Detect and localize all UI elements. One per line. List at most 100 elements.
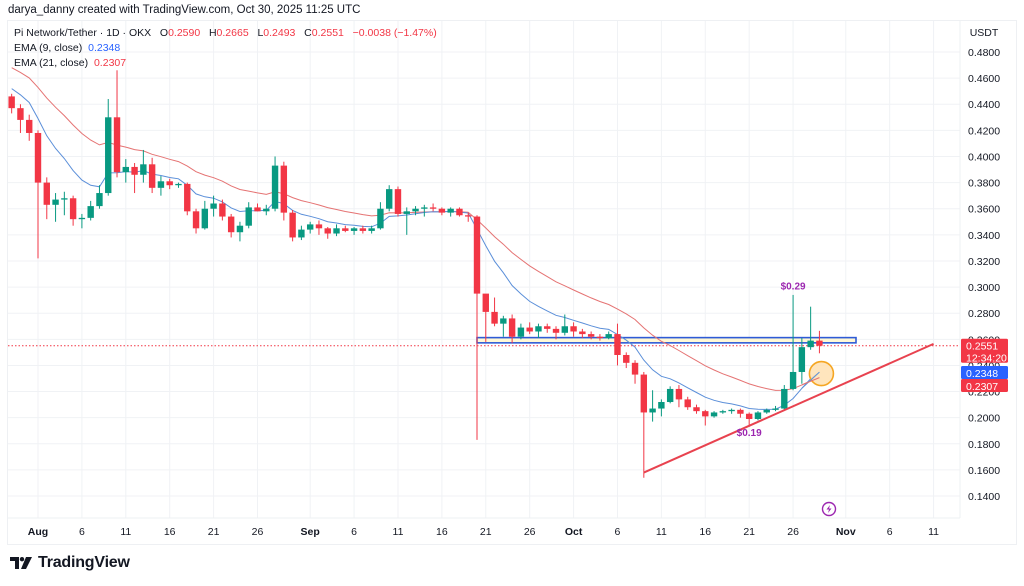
candle[interactable] bbox=[491, 297, 498, 327]
candle[interactable] bbox=[702, 409, 709, 426]
lightning-event-icon[interactable] bbox=[821, 501, 837, 517]
candle[interactable] bbox=[429, 203, 437, 212]
candle[interactable] bbox=[219, 199, 226, 221]
candle[interactable] bbox=[61, 191, 68, 216]
time-axis[interactable]: Aug 6 11 16 21 26 Sep 6 11 16 21 26 Oct 6 11 16 21 26 Nov 6… bbox=[28, 526, 939, 538]
candle[interactable] bbox=[675, 385, 683, 408]
candle[interactable] bbox=[184, 182, 191, 216]
candle[interactable] bbox=[561, 314, 568, 336]
support-zone[interactable] bbox=[476, 336, 857, 344]
candle[interactable] bbox=[315, 220, 323, 235]
candle[interactable] bbox=[535, 323, 542, 339]
candle[interactable] bbox=[781, 385, 788, 410]
candle[interactable] bbox=[403, 207, 410, 235]
candle[interactable] bbox=[210, 195, 217, 217]
candle[interactable] bbox=[394, 186, 402, 217]
candle[interactable] bbox=[605, 331, 612, 340]
candle[interactable] bbox=[658, 399, 665, 417]
price-axis[interactable]: USDT 0.4800 0.4600 0.4400 0.4200 0.4000 0.3800… bbox=[968, 27, 1000, 503]
candle[interactable] bbox=[350, 227, 358, 235]
candle[interactable] bbox=[140, 149, 147, 183]
candle[interactable] bbox=[473, 215, 481, 440]
candle[interactable] bbox=[377, 202, 384, 230]
candle[interactable] bbox=[614, 323, 621, 366]
candle[interactable] bbox=[640, 371, 648, 478]
candle[interactable] bbox=[148, 157, 156, 194]
candle[interactable] bbox=[438, 207, 446, 216]
candle[interactable] bbox=[772, 405, 779, 412]
candle[interactable] bbox=[500, 315, 507, 337]
candle[interactable] bbox=[465, 212, 472, 222]
chart-frame[interactable] bbox=[7, 20, 1017, 545]
highlight-circle[interactable] bbox=[808, 360, 835, 387]
candle[interactable] bbox=[227, 213, 235, 238]
candle[interactable] bbox=[631, 360, 639, 384]
candle[interactable] bbox=[43, 177, 50, 220]
candle[interactable] bbox=[816, 330, 823, 354]
candle[interactable] bbox=[175, 182, 182, 188]
candle[interactable] bbox=[157, 176, 165, 196]
candle[interactable] bbox=[526, 322, 533, 335]
candle[interactable] bbox=[236, 221, 244, 242]
candle[interactable] bbox=[745, 412, 753, 427]
candle[interactable] bbox=[8, 93, 15, 114]
candle[interactable] bbox=[289, 210, 296, 242]
candle[interactable] bbox=[693, 404, 700, 414]
candle[interactable] bbox=[587, 331, 595, 340]
candle[interactable] bbox=[623, 352, 630, 369]
candle[interactable] bbox=[798, 338, 806, 384]
candle[interactable] bbox=[271, 156, 279, 212]
candle[interactable] bbox=[579, 328, 586, 339]
candle[interactable] bbox=[754, 411, 762, 421]
legend-symbol-row[interactable]: Pi Network/Tether · 1D · OKX O0.2590 H0.… bbox=[14, 27, 437, 39]
candle[interactable] bbox=[789, 294, 797, 391]
candle[interactable] bbox=[544, 323, 551, 333]
candle[interactable] bbox=[192, 208, 200, 234]
candle[interactable] bbox=[728, 408, 735, 414]
ascending-trendline[interactable] bbox=[643, 342, 934, 474]
candle[interactable] bbox=[166, 178, 173, 190]
candle[interactable] bbox=[298, 225, 305, 241]
candle[interactable] bbox=[263, 204, 270, 216]
candle[interactable] bbox=[719, 409, 727, 414]
candle[interactable] bbox=[254, 203, 261, 212]
candle[interactable] bbox=[807, 306, 814, 350]
candle[interactable] bbox=[570, 322, 577, 337]
legend-ema21-row[interactable]: EMA (21, close) 0.2307 bbox=[14, 56, 437, 71]
candle[interactable] bbox=[69, 195, 77, 226]
candle[interactable] bbox=[17, 104, 24, 133]
candle[interactable] bbox=[105, 99, 112, 196]
candle[interactable] bbox=[763, 408, 770, 414]
candle[interactable] bbox=[508, 314, 516, 344]
candle[interactable] bbox=[122, 159, 129, 183]
candle[interactable] bbox=[596, 334, 604, 341]
candle[interactable] bbox=[87, 200, 94, 221]
candle[interactable] bbox=[34, 130, 42, 259]
legend-ema9-row[interactable]: EMA (9, close) 0.2348 bbox=[14, 41, 437, 56]
candle[interactable] bbox=[421, 204, 428, 217]
candle[interactable] bbox=[482, 293, 489, 342]
annotation-high[interactable]: $0.29 bbox=[781, 282, 806, 293]
candle[interactable] bbox=[333, 224, 340, 237]
candle[interactable] bbox=[52, 193, 59, 222]
candle[interactable] bbox=[342, 225, 349, 233]
candle[interactable] bbox=[113, 70, 121, 178]
candle[interactable] bbox=[96, 185, 103, 209]
candle[interactable] bbox=[78, 213, 86, 229]
candle[interactable] bbox=[649, 390, 656, 422]
candle[interactable] bbox=[552, 326, 560, 340]
candle[interactable] bbox=[386, 185, 393, 212]
candle[interactable] bbox=[517, 323, 525, 340]
candle[interactable] bbox=[368, 225, 375, 234]
tradingview-logo[interactable]: TradingView bbox=[10, 554, 130, 572]
candle[interactable] bbox=[412, 206, 419, 216]
annotation-low[interactable]: $0.19 bbox=[737, 428, 762, 439]
candle[interactable] bbox=[306, 221, 314, 234]
candle[interactable] bbox=[737, 408, 744, 418]
candle[interactable] bbox=[710, 411, 718, 418]
candle[interactable] bbox=[131, 163, 138, 194]
candle[interactable] bbox=[280, 161, 288, 221]
candle[interactable] bbox=[359, 225, 367, 234]
candle[interactable] bbox=[324, 227, 331, 239]
